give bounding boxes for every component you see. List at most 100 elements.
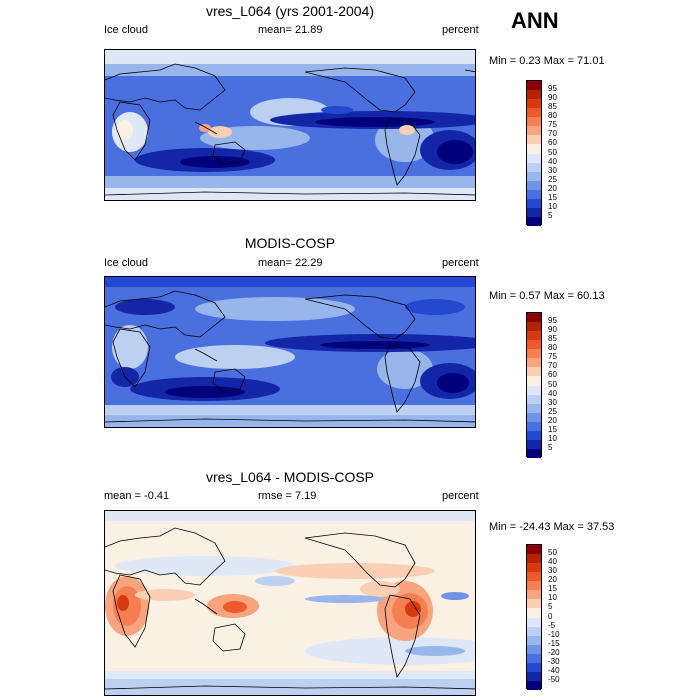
colorbar-tick-label: -30	[548, 656, 560, 666]
colorbar-tick-label: 80	[548, 343, 557, 353]
colorbar-swatch	[527, 81, 541, 91]
colorbar-tick-label: 40	[548, 156, 557, 166]
colorbar-tick-label: 10	[548, 593, 557, 603]
panel-3-title: vres_L064 - MODIS-COSP	[205, 469, 375, 485]
season-label: ANN	[511, 8, 559, 33]
panel-1-map	[104, 49, 476, 201]
panel-3-mean: mean = -0.41	[104, 490, 170, 502]
colorbar-tick-label: -40	[548, 665, 560, 675]
colorbar-tick-label: 15	[548, 192, 557, 202]
colorbar-tick-label: 20	[548, 183, 557, 193]
colorbar-swatch	[527, 349, 541, 359]
colorbar-tick-label: 75	[548, 352, 557, 362]
colorbar-tick-label: 50	[548, 548, 557, 558]
colorbar-swatch	[527, 653, 541, 663]
colorbar-tick-label: 30	[548, 165, 557, 175]
panel-3-map	[104, 510, 476, 696]
panel-3-units: percent	[442, 490, 479, 502]
colorbar-tick-label: 60	[548, 138, 557, 148]
colorbar-tick-label: -10	[548, 629, 560, 639]
colorbar-tick-label: 10	[548, 433, 557, 443]
panel-2-map	[104, 276, 476, 428]
colorbar-swatch	[527, 608, 541, 618]
colorbar-swatch	[527, 126, 541, 136]
colorbar-swatch	[527, 216, 541, 226]
colorbar-tick-label: 60	[548, 370, 557, 380]
colorbar-swatch	[527, 198, 541, 208]
colorbar-tick-label: 30	[548, 566, 557, 576]
colorbar-swatch	[527, 590, 541, 600]
colorbar-swatch	[527, 358, 541, 368]
colorbar-swatch	[527, 421, 541, 431]
colorbar-tick-label: 5	[548, 442, 553, 452]
panel-3-rmse: rmse = 7.19	[258, 490, 317, 502]
colorbar-swatch	[527, 563, 541, 573]
colorbar-tick-label: 20	[548, 415, 557, 425]
colorbar-swatch	[527, 448, 541, 458]
colorbar-swatch	[527, 171, 541, 181]
colorbar-swatch	[527, 680, 541, 690]
colorbar-swatch	[527, 144, 541, 154]
colorbar-tick-label: 25	[548, 174, 557, 184]
colorbar-swatch	[527, 189, 541, 199]
panel-1-colorbar	[526, 80, 542, 226]
colorbar-swatch	[527, 626, 541, 636]
colorbar-tick-label: 50	[548, 147, 557, 157]
colorbar-swatch	[527, 135, 541, 145]
colorbar-swatch	[527, 644, 541, 654]
panel-3-minmax: Min = -24.43 Max = 37.53	[489, 521, 615, 533]
colorbar-tick-label: -50	[548, 674, 560, 684]
colorbar-tick-label: 10	[548, 201, 557, 211]
panel-3-colorbar	[526, 544, 542, 690]
panel-2-colorbar	[526, 312, 542, 458]
panel-1-units: percent	[442, 24, 479, 36]
colorbar-tick-label: 75	[548, 120, 557, 130]
colorbar-swatch	[527, 207, 541, 217]
colorbar-tick-label: 5	[548, 602, 553, 612]
colorbar-tick-label: 25	[548, 406, 557, 416]
colorbar-tick-label: -5	[548, 620, 556, 630]
colorbar-tick-label: 85	[548, 334, 557, 344]
colorbar-swatch	[527, 394, 541, 404]
colorbar-tick-label: 90	[548, 325, 557, 335]
colorbar-swatch	[527, 403, 541, 413]
colorbar-swatch	[527, 331, 541, 341]
colorbar-swatch	[527, 412, 541, 422]
panel-1-minmax: Min = 0.23 Max = 71.01	[489, 55, 605, 67]
colorbar-swatch	[527, 554, 541, 564]
colorbar-swatch	[527, 153, 541, 163]
colorbar-swatch	[527, 545, 541, 555]
panel-2-minmax: Min = 0.57 Max = 60.13	[489, 290, 605, 302]
colorbar-tick-label: 20	[548, 575, 557, 585]
colorbar-swatch	[527, 340, 541, 350]
colorbar-swatch	[527, 367, 541, 377]
panel-2-units: percent	[442, 257, 479, 269]
colorbar-tick-label: 90	[548, 93, 557, 103]
colorbar-swatch	[527, 617, 541, 627]
panel-2-title: MODIS-COSP	[244, 235, 336, 251]
colorbar-tick-label: 85	[548, 102, 557, 112]
colorbar-swatch	[527, 180, 541, 190]
colorbar-swatch	[527, 572, 541, 582]
colorbar-tick-label: 70	[548, 129, 557, 139]
colorbar-swatch	[527, 635, 541, 645]
colorbar-tick-label: 50	[548, 379, 557, 389]
panel-1-left-label: Ice cloud	[104, 24, 149, 36]
colorbar-swatch	[527, 439, 541, 449]
colorbar-tick-label: -15	[548, 638, 560, 648]
colorbar-swatch	[527, 90, 541, 100]
colorbar-tick-label: 40	[548, 557, 557, 567]
colorbar-tick-label: 95	[548, 84, 557, 94]
colorbar-swatch	[527, 117, 541, 127]
colorbar-swatch	[527, 313, 541, 323]
colorbar-tick-label: 40	[548, 388, 557, 398]
colorbar-swatch	[527, 385, 541, 395]
panel-1-mean: mean= 21.89	[258, 24, 323, 36]
colorbar-swatch	[527, 99, 541, 109]
colorbar-swatch	[527, 671, 541, 681]
colorbar-swatch	[527, 162, 541, 172]
colorbar-tick-label: 15	[548, 584, 557, 594]
colorbar-swatch	[527, 322, 541, 332]
colorbar-tick-label: 30	[548, 397, 557, 407]
colorbar-tick-label: 95	[548, 316, 557, 326]
